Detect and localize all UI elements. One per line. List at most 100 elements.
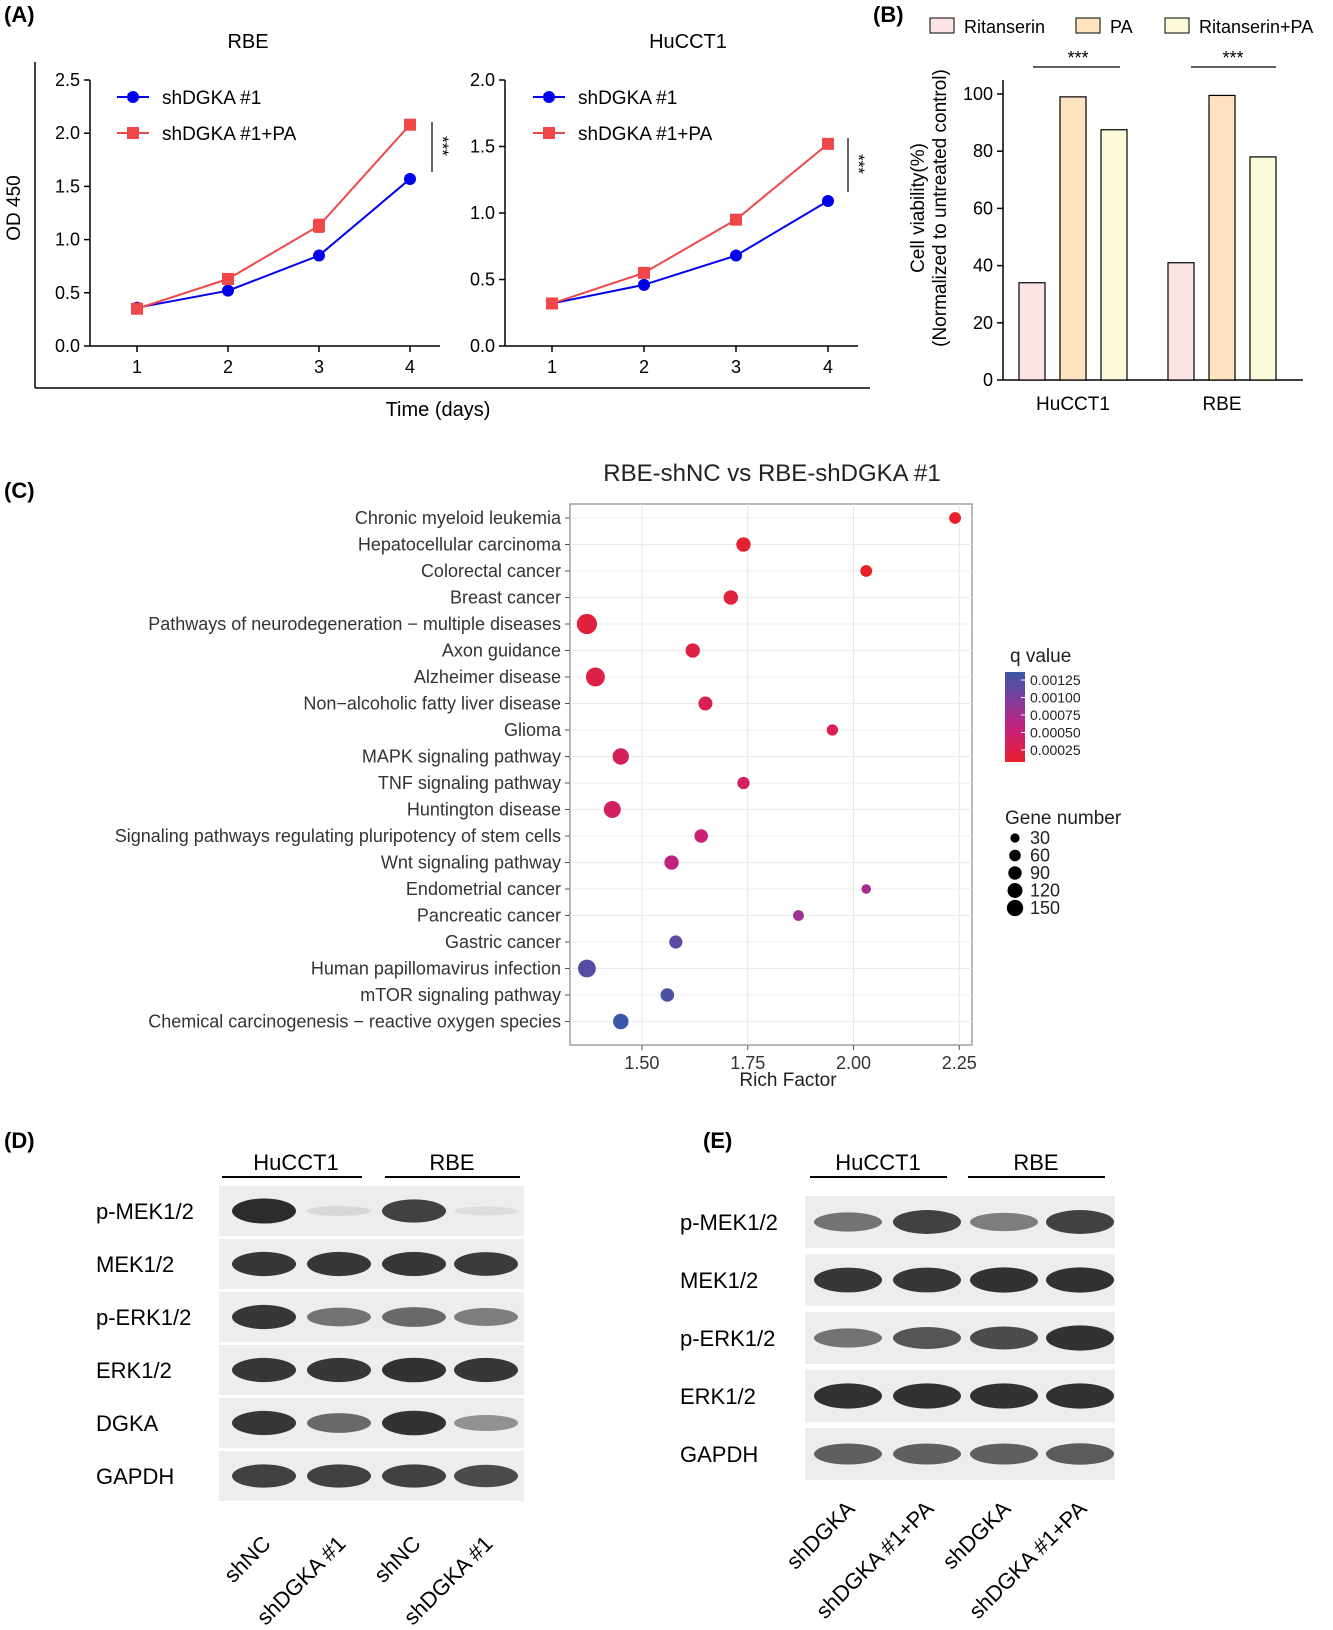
data-point [730,213,742,226]
panel-a-xlabel: Time (days) [386,399,491,421]
blot-band [1046,1325,1114,1351]
pathway-label: Hepatocellular carcinoma [358,535,562,555]
data-point [822,137,834,150]
pathway-label: Breast cancer [450,588,561,608]
blot-row-label: p-ERK1/2 [96,1305,191,1330]
pathway-label: MAPK signaling pathway [362,747,561,767]
legend-size-label: 60 [1030,846,1050,866]
ytick-label: 60 [973,198,993,218]
bar [1208,94,1236,381]
bubble-chart-plot-area [569,503,973,1046]
chart-viability-bars [1018,94,1277,381]
bubble-point [861,884,871,894]
category-label: RBE [1202,394,1241,415]
blot-band [454,1414,518,1432]
panel-c: RBE-shNC vs RBE-shDGKA #1 Chronic myeloi… [115,460,1122,1091]
blot-band [307,1307,371,1327]
bubble-point [737,776,750,790]
blot-lane-label: shNC [219,1531,276,1588]
panel-label-b: (B) [873,2,904,27]
ytick-label: 2.5 [55,70,80,90]
panel-b: Ritanserin PA Ritanserin+PA Cell viabili… [908,17,1313,415]
chart-hucct1: HuCCT1 0.0 0.5 1.0 1.5 2.0 1 2 3 4 shDGKA #1 sh… [470,31,868,377]
blot-band [893,1326,961,1350]
blot-band [893,1210,961,1234]
ytick-label: 0.0 [470,336,495,356]
xtick-label: 1 [547,357,557,377]
pathway-label: Chemical carcinogenesis − reactive oxyge… [148,1012,561,1032]
blot-band [1046,1210,1114,1234]
data-point [822,195,834,208]
blot-band [307,1357,371,1383]
legend-swatch-ritanserin-pa [1164,17,1190,34]
data-point [404,118,416,131]
series-line [136,124,411,310]
blot-band [307,1206,371,1216]
legend-q-label: 0.00125 [1030,672,1081,688]
blot-d-group-rbe: RBE [429,1150,474,1175]
pathway-label: Huntington disease [407,800,561,820]
chart-rbe-legend-marker-1 [127,91,139,103]
pathway-label: Chronic myeloid leukemia [355,508,562,528]
legend-swatch-pa [1075,17,1101,34]
legend-q-label: 0.00100 [1030,690,1081,706]
bubble-chart-points [576,512,961,1030]
chart-hucct1-xticks: 1 2 3 4 [547,346,833,377]
ytick-label: 20 [973,313,993,333]
bar [1018,282,1046,381]
blot-band [1046,1383,1114,1409]
ytick-label: 1.5 [470,137,495,157]
ytick-label: 100 [963,84,993,104]
bubble-point [613,1013,629,1030]
bubble-point [603,800,621,819]
bubble-point [723,590,738,605]
ytick-label: 0.5 [470,270,495,290]
pathway-label: Endometrial cancer [406,879,561,899]
blot-row-label: DGKA [96,1411,159,1436]
xtick-label: 1.75 [730,1053,765,1073]
legend-q-label: 0.00050 [1030,725,1081,741]
ytick-label: 0.5 [55,283,80,303]
bar [1249,156,1277,381]
blot-band [1046,1443,1114,1465]
chart-hucct1-legend-label-2: shDGKA #1+PA [578,124,713,145]
blot-band [814,1267,882,1293]
blot-band [814,1443,882,1465]
bubble-point [694,829,708,843]
legend-q-colorbar [1005,672,1025,762]
bubble-point [826,724,839,736]
pathway-label: mTOR signaling pathway [360,985,561,1005]
blot-band [232,1304,296,1330]
bubble-point [793,910,804,921]
xtick-label: 2.25 [942,1053,977,1073]
blot-band [307,1251,371,1277]
bar [1167,262,1195,381]
legend-size-label: 120 [1030,881,1060,901]
data-point [730,249,742,262]
pathway-label: Human papillomavirus infection [311,959,561,979]
ytick-label: 2.0 [55,123,80,143]
pathway-label: Signaling pathways regulating pluripoten… [115,826,561,846]
sig-label-rbe: *** [1222,48,1243,68]
blot-d-rows: p-MEK1/2 MEK1/2 p-ERK1/2 ERK1/2 DGKA GAPDH shN… [96,1186,524,1630]
legend-size-title: Gene number [1005,808,1122,829]
legend-q-label: 0.00025 [1030,742,1081,758]
blot-lane-label: shNC [369,1531,426,1588]
blot-band [232,1357,296,1383]
legend-size-marker [1007,883,1023,898]
blot-row-label: ERK1/2 [96,1358,172,1383]
data-point [222,272,234,285]
blot-band [454,1464,518,1488]
bubble-point [585,667,605,687]
bubble-point [664,855,679,870]
data-point [313,249,325,262]
bubble-point [685,643,700,658]
blot-band [307,1464,371,1488]
ytick-label: 0 [983,370,993,390]
blot-band [454,1206,518,1216]
ytick-label: 2.0 [470,70,495,90]
legend-size-marker [1006,899,1024,917]
blot-e-rows: p-MEK1/2 MEK1/2 p-ERK1/2 ERK1/2 GAPDH shDGKA s… [680,1196,1115,1624]
